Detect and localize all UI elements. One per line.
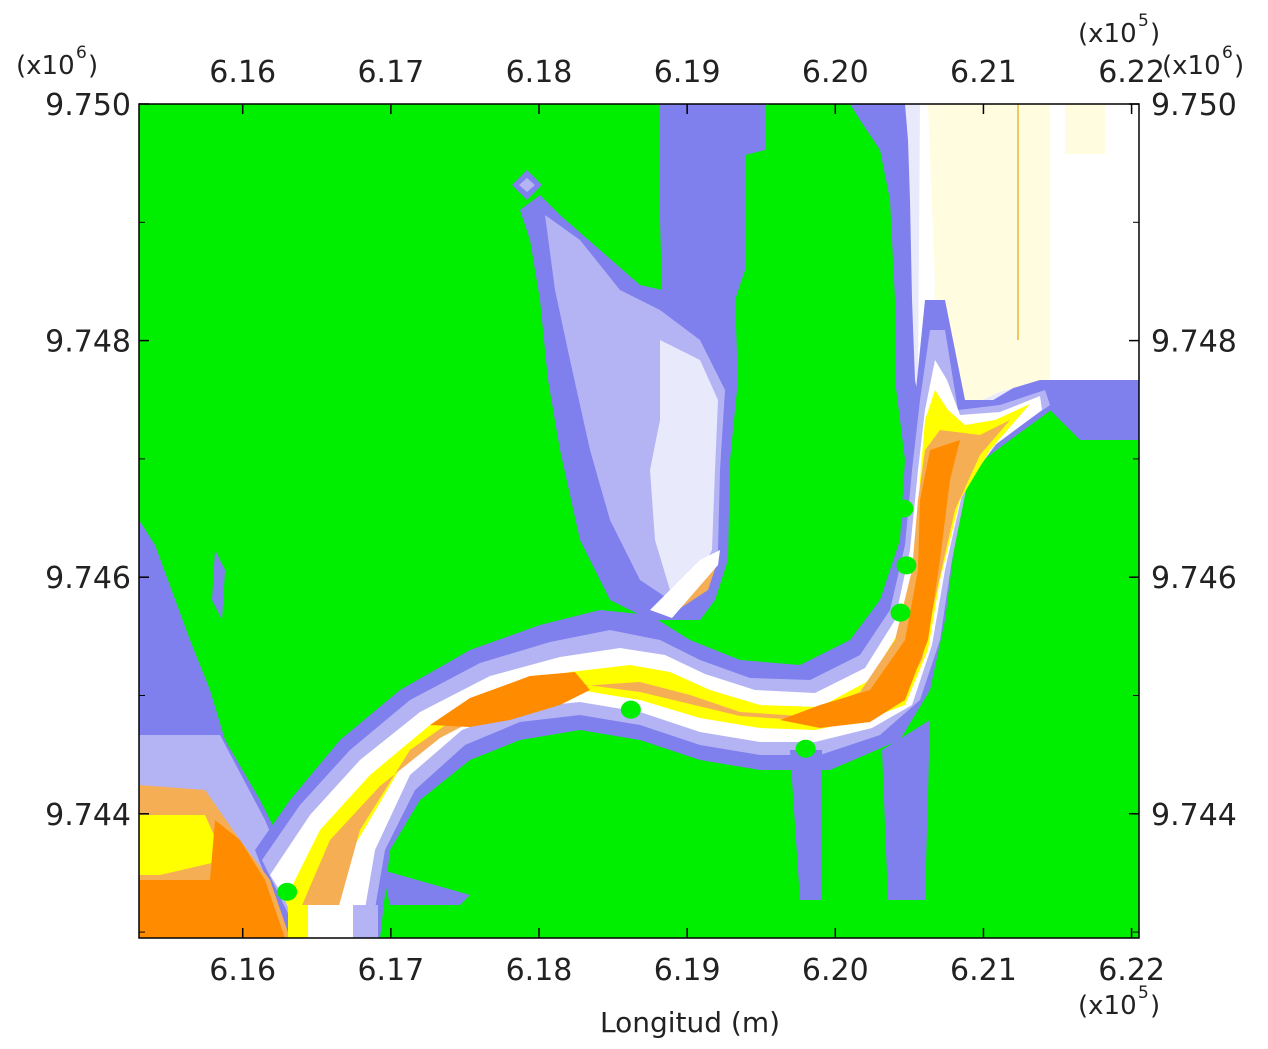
- mouth-white-strip: [308, 905, 353, 938]
- top-left-multiplier-close: ): [88, 51, 98, 81]
- station-marker: [795, 739, 816, 758]
- y-tick-label-left: 9.748: [45, 325, 131, 360]
- y-tick-label-left: 9.750: [45, 88, 131, 123]
- x-tick-label-bottom: 6.20: [802, 953, 869, 988]
- top-right-x-multiplier-exp: 5: [1138, 11, 1149, 31]
- bottom-x-multiplier-exp: 5: [1138, 983, 1149, 1003]
- diamond-patch-inner: [519, 178, 535, 192]
- station-marker: [620, 700, 641, 719]
- mouth-yellow-strip: [288, 905, 308, 938]
- mouth-orange: [139, 820, 285, 938]
- x-axis-title: Longitud (m): [600, 1006, 780, 1039]
- marker-group: [277, 491, 1058, 901]
- bottom-x-multiplier-close: ): [1150, 991, 1160, 1021]
- channel-core-orange: [430, 672, 590, 727]
- y-tick-label-left: 9.744: [45, 798, 131, 833]
- x-tick-label-top: 6.17: [357, 55, 424, 90]
- y-tick-label-right: 9.746: [1151, 561, 1237, 596]
- x-tick-label-top: 6.20: [802, 55, 869, 90]
- small-water-patch: [212, 550, 225, 620]
- plot-frame: [138, 103, 1140, 939]
- station-marker: [893, 499, 914, 518]
- x-tick-label-bottom: 6.21: [950, 953, 1017, 988]
- water-strip-2: [882, 720, 930, 900]
- pale-patch: [1065, 104, 1105, 154]
- station-marker: [1037, 491, 1058, 510]
- station-marker: [896, 556, 917, 575]
- top-right-y-multiplier-close: ): [1234, 51, 1244, 81]
- bottom-x-multiplier: (x10: [1078, 991, 1137, 1021]
- top-right-y-multiplier-exp: 6: [1222, 43, 1233, 63]
- top-right-x-multiplier-close: ): [1150, 19, 1160, 49]
- x-tick-label-bottom: 6.19: [654, 953, 721, 988]
- tick-marks: [139, 103, 1139, 938]
- x-tick-label-bottom: 6.16: [209, 953, 276, 988]
- top-left-multiplier-exp: 6: [76, 43, 87, 63]
- station-marker: [930, 738, 951, 757]
- x-tick-label-bottom: 6.22: [1098, 953, 1165, 988]
- mouth-light-strip: [353, 905, 378, 938]
- x-tick-label-top: 6.21: [950, 55, 1017, 90]
- side-arm-white: [650, 550, 720, 618]
- x-tick-label-top: 6.18: [506, 55, 573, 90]
- x-tick-label-top: 6.19: [654, 55, 721, 90]
- x-tick-label-bottom: 6.18: [506, 953, 573, 988]
- water-strip-1: [790, 750, 822, 900]
- y-tick-label-right: 9.744: [1151, 798, 1237, 833]
- top-left-multiplier: (x10: [16, 51, 75, 81]
- channel-core-orange-2: [780, 440, 960, 728]
- region-upper-right-white: [1050, 104, 1139, 380]
- top-right-x-multiplier: (x10: [1078, 19, 1137, 49]
- station-marker: [890, 603, 911, 622]
- x-tick-label-top: 6.16: [209, 55, 276, 90]
- y-tick-label-right: 9.750: [1151, 88, 1237, 123]
- y-tick-label-left: 9.746: [45, 561, 131, 596]
- station-marker: [277, 882, 298, 901]
- region-inlet-white: [650, 340, 718, 590]
- mouth-yellow: [139, 815, 225, 875]
- x-tick-label-bottom: 6.17: [357, 953, 424, 988]
- water-strip-3: [382, 870, 470, 905]
- x-tick-label-top: 6.22: [1098, 55, 1165, 90]
- top-right-y-multiplier: (x10: [1162, 51, 1221, 81]
- channel-band-white: [270, 360, 1042, 938]
- y-tick-label-right: 9.748: [1151, 325, 1237, 360]
- tick-labels: 6.16 6.16 6.17 6.17 6.18 6.18 6.19 6.19 6.20 6.20…: [45, 55, 1237, 988]
- field-layer: [139, 104, 1139, 938]
